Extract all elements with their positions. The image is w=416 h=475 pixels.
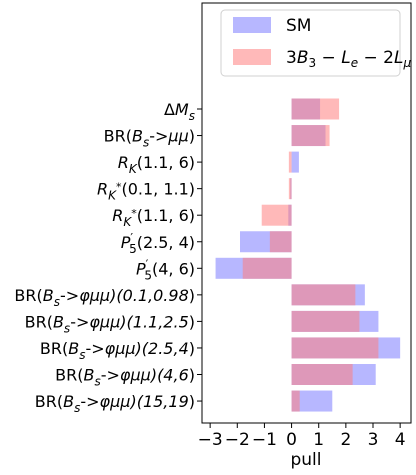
category-label: BR(Bs->μμ): [104, 127, 195, 150]
bar-3b3-5: [269, 231, 292, 253]
bar-3b3-7: [291, 284, 356, 306]
x-tick-label: 0: [286, 430, 297, 450]
category-label: BR(Bs->φμμ)(15,19): [35, 392, 195, 415]
legend-swatch-sm: [233, 17, 271, 33]
x-tick-label: 4: [395, 430, 406, 450]
x-tick-label: −1: [252, 430, 277, 450]
category-label: P′ 5(4, 6): [136, 257, 195, 282]
bar-3b3-10: [291, 364, 353, 385]
bar-3b3-8: [291, 310, 360, 332]
bar-3b3-4: [261, 204, 292, 226]
bar-3b3-6: [242, 257, 292, 279]
x-tick-label: 1: [313, 430, 324, 450]
category-label: P′ 5(2.5, 4): [121, 231, 195, 256]
plot-frame: [201, 2, 412, 424]
category-label: ΔMs: [164, 100, 195, 123]
legend: SM 3B3 − Le − 2Lμ: [220, 9, 411, 77]
bar-sm-11: [291, 390, 333, 412]
category-label: BR(Bs->φμμ)(4,6): [55, 366, 195, 389]
x-axis-ticks: −3 −2 −1 0 1 2 3 4: [198, 423, 406, 450]
bar-3b3-0: [291, 98, 340, 120]
bars-group: [215, 98, 401, 412]
category-label: BR(Bs->φμμ)(0.1,0.98): [14, 286, 195, 309]
x-axis-label: pull: [290, 450, 321, 470]
bar-3b3-11: [291, 390, 300, 412]
bar-sm-2: [291, 151, 299, 173]
category-labels: ΔMs BR(Bs->μμ) RK(1.1, 6) RK*(0.1, 1.1) RK*(…: [14, 100, 202, 415]
category-label: BR(Bs->φμμ)(2.5,4): [40, 339, 195, 362]
x-tick-label: 3: [368, 430, 379, 450]
x-tick-label: −2: [225, 430, 250, 450]
bar-3b3-3: [288, 178, 292, 200]
legend-swatch-3b3: [233, 49, 271, 65]
x-tick-label: −3: [198, 430, 223, 450]
bar-3b3-9: [291, 337, 379, 359]
legend-label-sm: SM: [286, 16, 311, 36]
category-label: RK*(0.1, 1.1): [97, 180, 195, 203]
bar-3b3-2: [288, 151, 292, 173]
category-label: RK*(1.1, 6): [112, 206, 195, 229]
x-tick-label: 2: [340, 430, 351, 450]
legend-label-3b3: 3B3 − Le − 2Lμ: [286, 48, 411, 70]
bar-3b3-1: [291, 125, 330, 147]
category-label: BR(Bs->φμμ)(1.1,2.5): [25, 312, 195, 335]
category-label: RK(1.1, 6): [118, 153, 195, 176]
